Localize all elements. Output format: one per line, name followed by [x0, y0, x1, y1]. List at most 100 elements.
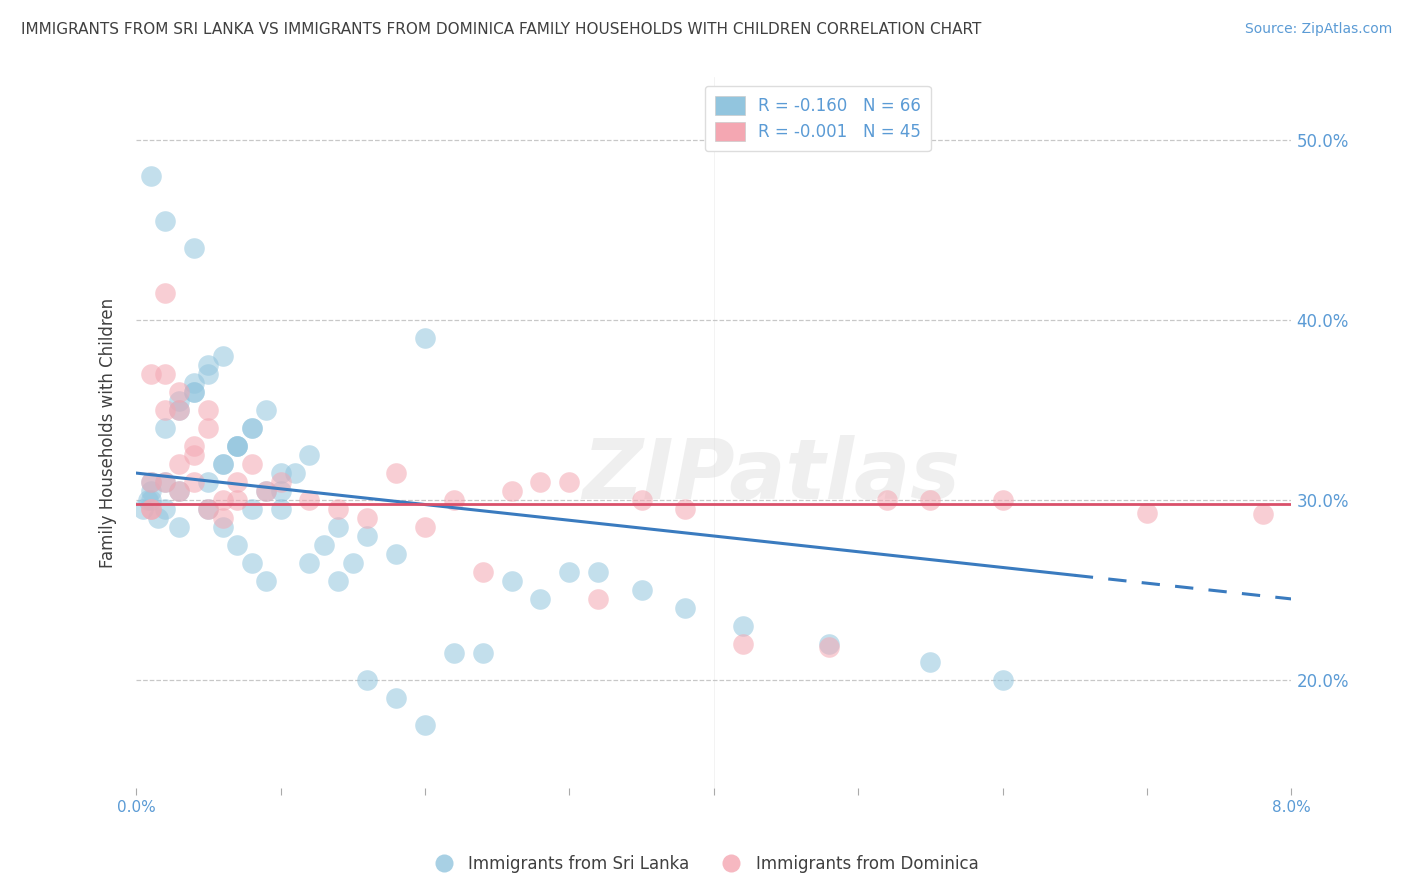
Point: [211, 511, 233, 525]
Text: IMMIGRANTS FROM SRI LANKA VS IMMIGRANTS FROM DOMINICA FAMILY HOUSEHOLDS WITH CHI: IMMIGRANTS FROM SRI LANKA VS IMMIGRANTS …: [21, 22, 981, 37]
Point: [298, 556, 321, 570]
Point: [240, 502, 263, 516]
Point: [153, 367, 176, 381]
Point: [1251, 508, 1274, 522]
Point: [385, 690, 408, 705]
Point: [876, 493, 898, 508]
Point: [197, 403, 219, 417]
Point: [558, 475, 581, 489]
Legend: R = -0.160   N = 66, R = -0.001   N = 45: R = -0.160 N = 66, R = -0.001 N = 45: [704, 86, 931, 151]
Point: [328, 520, 350, 534]
Point: [197, 367, 219, 381]
Point: [197, 502, 219, 516]
Point: [197, 502, 219, 516]
Point: [226, 493, 249, 508]
Point: [153, 286, 176, 301]
Point: [471, 646, 494, 660]
Point: [240, 556, 263, 570]
Point: [226, 439, 249, 453]
Point: [385, 466, 408, 480]
Point: [356, 673, 378, 687]
Point: [270, 466, 292, 480]
Point: [211, 493, 233, 508]
Point: [471, 565, 494, 579]
Point: [298, 448, 321, 462]
Point: [211, 457, 233, 471]
Text: ZIPatlas: ZIPatlas: [582, 434, 960, 516]
Point: [226, 475, 249, 489]
Point: [183, 241, 205, 255]
Point: [226, 439, 249, 453]
Point: [211, 349, 233, 363]
Point: [153, 502, 176, 516]
Point: [211, 457, 233, 471]
Point: [211, 520, 233, 534]
Point: [136, 493, 159, 508]
Point: [413, 520, 436, 534]
Point: [356, 529, 378, 543]
Point: [443, 493, 465, 508]
Point: [501, 574, 523, 588]
Point: [991, 493, 1014, 508]
Point: [139, 502, 162, 516]
Point: [328, 574, 350, 588]
Point: [254, 574, 277, 588]
Point: [529, 475, 551, 489]
Point: [169, 457, 191, 471]
Point: [443, 646, 465, 660]
Point: [240, 421, 263, 435]
Point: [529, 591, 551, 606]
Point: [139, 169, 162, 184]
Point: [254, 483, 277, 498]
Point: [385, 547, 408, 561]
Point: [731, 637, 754, 651]
Point: [356, 511, 378, 525]
Point: [226, 439, 249, 453]
Point: [183, 448, 205, 462]
Point: [920, 655, 942, 669]
Point: [630, 493, 652, 508]
Point: [240, 421, 263, 435]
Point: [413, 331, 436, 345]
Point: [169, 520, 191, 534]
Point: [558, 565, 581, 579]
Point: [169, 483, 191, 498]
Point: [920, 493, 942, 508]
Legend: Immigrants from Sri Lanka, Immigrants from Dominica: Immigrants from Sri Lanka, Immigrants fr…: [420, 848, 986, 880]
Point: [169, 403, 191, 417]
Point: [183, 439, 205, 453]
Point: [169, 483, 191, 498]
Point: [270, 502, 292, 516]
Point: [169, 385, 191, 400]
Point: [169, 403, 191, 417]
Point: [342, 556, 364, 570]
Point: [673, 502, 696, 516]
Point: [153, 475, 176, 489]
Point: [298, 493, 321, 508]
Y-axis label: Family Households with Children: Family Households with Children: [100, 298, 117, 567]
Point: [586, 565, 609, 579]
Point: [673, 601, 696, 615]
Point: [818, 637, 841, 651]
Point: [197, 358, 219, 372]
Point: [328, 502, 350, 516]
Point: [1136, 506, 1159, 520]
Point: [818, 640, 841, 655]
Point: [991, 673, 1014, 687]
Point: [254, 483, 277, 498]
Point: [270, 483, 292, 498]
Point: [183, 475, 205, 489]
Point: [139, 475, 162, 489]
Point: [240, 457, 263, 471]
Point: [312, 538, 335, 552]
Point: [197, 421, 219, 435]
Point: [153, 403, 176, 417]
Point: [139, 483, 162, 498]
Point: [586, 591, 609, 606]
Point: [139, 367, 162, 381]
Point: [501, 483, 523, 498]
Point: [139, 475, 162, 489]
Point: [169, 394, 191, 409]
Point: [413, 718, 436, 732]
Point: [270, 475, 292, 489]
